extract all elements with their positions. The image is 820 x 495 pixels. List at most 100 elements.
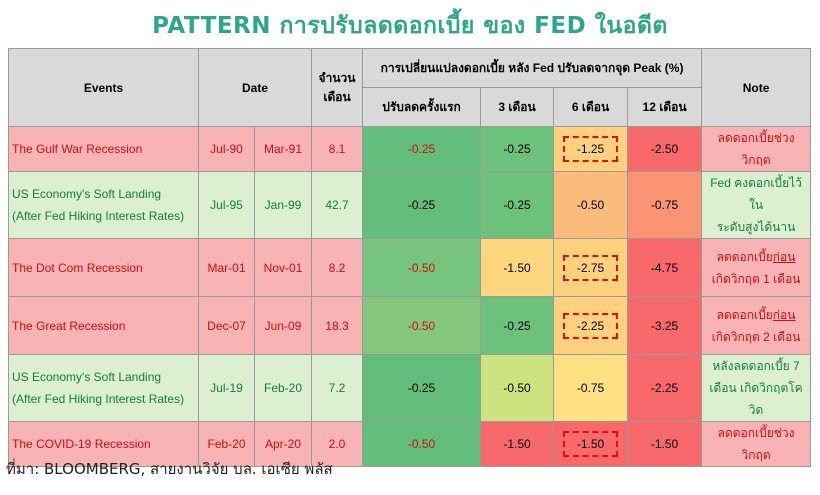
event-cell: The COVID-19 Recession: [8, 421, 199, 467]
event-subtitle: (After Fed Hiking Interest Rates): [12, 392, 185, 406]
table-row: The Great Recession Dec-07 Jun-09 18.3 -…: [8, 296, 812, 355]
highlight-box: -2.75: [562, 254, 619, 281]
m3-value: -0.50: [480, 354, 555, 422]
header-months-line2: เดือน: [323, 89, 351, 104]
end-date: Jun-09: [253, 296, 313, 355]
first-cut-value: -0.25: [362, 126, 482, 172]
m12-value: -4.75: [627, 238, 703, 297]
end-date: Feb-20: [253, 354, 313, 422]
event-cell: US Economy's Soft Landing (After Fed Hiki…: [8, 354, 199, 422]
start-date: Jul-95: [198, 171, 255, 239]
note-text: Fed คงดอกเบี้ยไว้ใน: [710, 176, 802, 212]
header-note: Note: [701, 48, 812, 127]
event-cell: The Great Recession: [8, 296, 199, 355]
m6-value: -2.75: [553, 238, 629, 297]
note-cell: ลดดอกเบี้ยก่อนเกิดวิกฤต 1 เดือน: [701, 238, 812, 297]
note-text-2: เกิดวิกฤต 1 เดือน: [711, 271, 801, 286]
end-date: Mar-91: [253, 126, 313, 172]
note-text-2: ระดับสูงได้นาน: [716, 220, 796, 234]
m12-value: -3.25: [627, 296, 703, 355]
start-date: Mar-01: [198, 238, 255, 297]
event-cell: The Gulf War Recession: [8, 126, 199, 172]
end-date: Apr-20: [253, 421, 313, 467]
first-cut-value: -0.25: [362, 171, 482, 239]
start-date: Feb-20: [198, 421, 255, 467]
start-date: Dec-07: [198, 296, 255, 355]
m6-value: -2.25: [553, 296, 629, 355]
m6-value: -1.25: [553, 126, 629, 172]
months-value: 8.2: [311, 238, 364, 297]
months-value: 42.7: [311, 171, 364, 239]
event-name: The Gulf War Recession: [12, 142, 143, 156]
event-subtitle: (After Fed Hiking Interest Rates): [12, 209, 185, 223]
header-row-1: Events Date จำนวน เดือน การเปลี่ยนแปลงดอ…: [8, 48, 812, 127]
note-text: ลดดอกเบี้ยช่วงวิกฤต: [717, 426, 795, 462]
note-text-2: เกิดวิกฤต 2 เดือน: [711, 329, 801, 344]
m3-value: -0.25: [480, 296, 555, 355]
m3-value: -0.25: [480, 171, 555, 239]
note-cell: Fed คงดอกเบี้ยไว้ในระดับสูงได้นาน: [701, 171, 812, 239]
m12-value: -2.50: [627, 126, 703, 172]
note-text: ลดดอกเบี้ยช่วงวิกฤต: [717, 131, 795, 167]
m12-value: -2.25: [627, 354, 703, 422]
m6-value: -1.50: [553, 421, 629, 467]
header-months: จำนวน เดือน: [311, 48, 364, 127]
first-cut-value: -0.50: [362, 238, 482, 297]
end-date: Nov-01: [253, 238, 313, 297]
header-change-group: การเปลี่ยนแปลงดอกเบี้ย หลัง Fed ปรับลดจา…: [362, 48, 703, 88]
note-cell: หลังลดดอกเบี้ย 7 เดือน เกิดวิกฤตโควิด: [701, 354, 812, 422]
table-row: US Economy's Soft Landing (After Fed Hiki…: [8, 354, 812, 422]
first-cut-value: -0.25: [362, 354, 482, 422]
header-row-2: ปรับลดครั้งแรก 3 เดือน 6 เดือน 12 เดือน: [9, 87, 811, 127]
event-name: The COVID-19 Recession: [12, 437, 151, 451]
note-cell: ลดดอกเบี้ยก่อนเกิดวิกฤต 2 เดือน: [701, 296, 812, 355]
first-cut-value: -0.50: [362, 296, 482, 355]
start-date: Jul-19: [198, 354, 255, 422]
table-row: The Gulf War Recession Jul-90 Mar-91 8.1…: [8, 126, 812, 172]
header-months-line1: จำนวน: [318, 70, 356, 85]
note-text: หลังลดดอกเบี้ย 7: [712, 359, 800, 373]
event-name: The Great Recession: [12, 318, 126, 333]
event-name: US Economy's Soft Landing: [12, 370, 162, 384]
start-date: Jul-90: [198, 126, 255, 172]
header-first-cut: ปรับลดครั้งแรก: [362, 87, 482, 127]
months-value: 8.1: [311, 126, 364, 172]
table-row: US Economy's Soft Landing (After Fed Hiki…: [8, 171, 812, 239]
note-cell: ลดดอกเบี้ยช่วงวิกฤต: [701, 126, 812, 172]
m3-value: -1.50: [480, 421, 555, 467]
m12-value: -0.75: [627, 171, 703, 239]
header-6-months: 6 เดือน: [553, 87, 629, 127]
page-title: PATTERN การปรับลดดอกเบี้ย ของ FED ในอดีต: [152, 13, 668, 39]
event-name: US Economy's Soft Landing: [12, 187, 162, 201]
note-text: ลดดอกเบี้ย: [716, 307, 773, 322]
note-emphasis: ก่อน: [772, 307, 796, 322]
event-cell: US Economy's Soft Landing (After Fed Hiki…: [8, 171, 199, 239]
note-emphasis: ก่อน: [772, 249, 796, 264]
highlight-box: -1.25: [562, 136, 619, 162]
fed-rate-cut-table: Events Date จำนวน เดือน การเปลี่ยนแปลงดอ…: [8, 48, 812, 467]
months-value: 18.3: [311, 296, 364, 355]
table-row: The COVID-19 Recession Feb-20 Apr-20 2.0…: [8, 421, 812, 467]
m3-value: -1.50: [480, 238, 555, 297]
note-text-2: เดือน เกิดวิกฤตโควิด: [709, 381, 803, 417]
m6-value: -0.50: [553, 171, 629, 239]
first-cut-value: -0.50: [362, 421, 482, 467]
event-cell: The Dot Com Recession: [8, 238, 199, 297]
m12-value: -1.50: [627, 421, 703, 467]
header-events: Events: [8, 48, 199, 127]
end-date: Jan-99: [253, 171, 313, 239]
header-3-months: 3 เดือน: [480, 87, 555, 127]
m6-value: -0.75: [553, 354, 629, 422]
table-row: The Dot Com Recession Mar-01 Nov-01 8.2 …: [8, 238, 812, 297]
highlight-box: -2.25: [562, 312, 619, 339]
event-name: The Dot Com Recession: [12, 260, 143, 275]
note-text: ลดดอกเบี้ย: [716, 249, 773, 264]
months-value: 7.2: [311, 354, 364, 422]
header-12-months: 12 เดือน: [627, 87, 703, 127]
m3-value: -0.25: [480, 126, 555, 172]
highlight-box: -1.50: [562, 431, 619, 457]
months-value: 2.0: [311, 421, 364, 467]
note-cell: ลดดอกเบี้ยช่วงวิกฤต: [701, 421, 812, 467]
header-date: Date: [197, 48, 313, 127]
source-note: ที่มา: BLOOMBERG, สายงานวิจัย บล. เอเซีย…: [6, 460, 333, 478]
